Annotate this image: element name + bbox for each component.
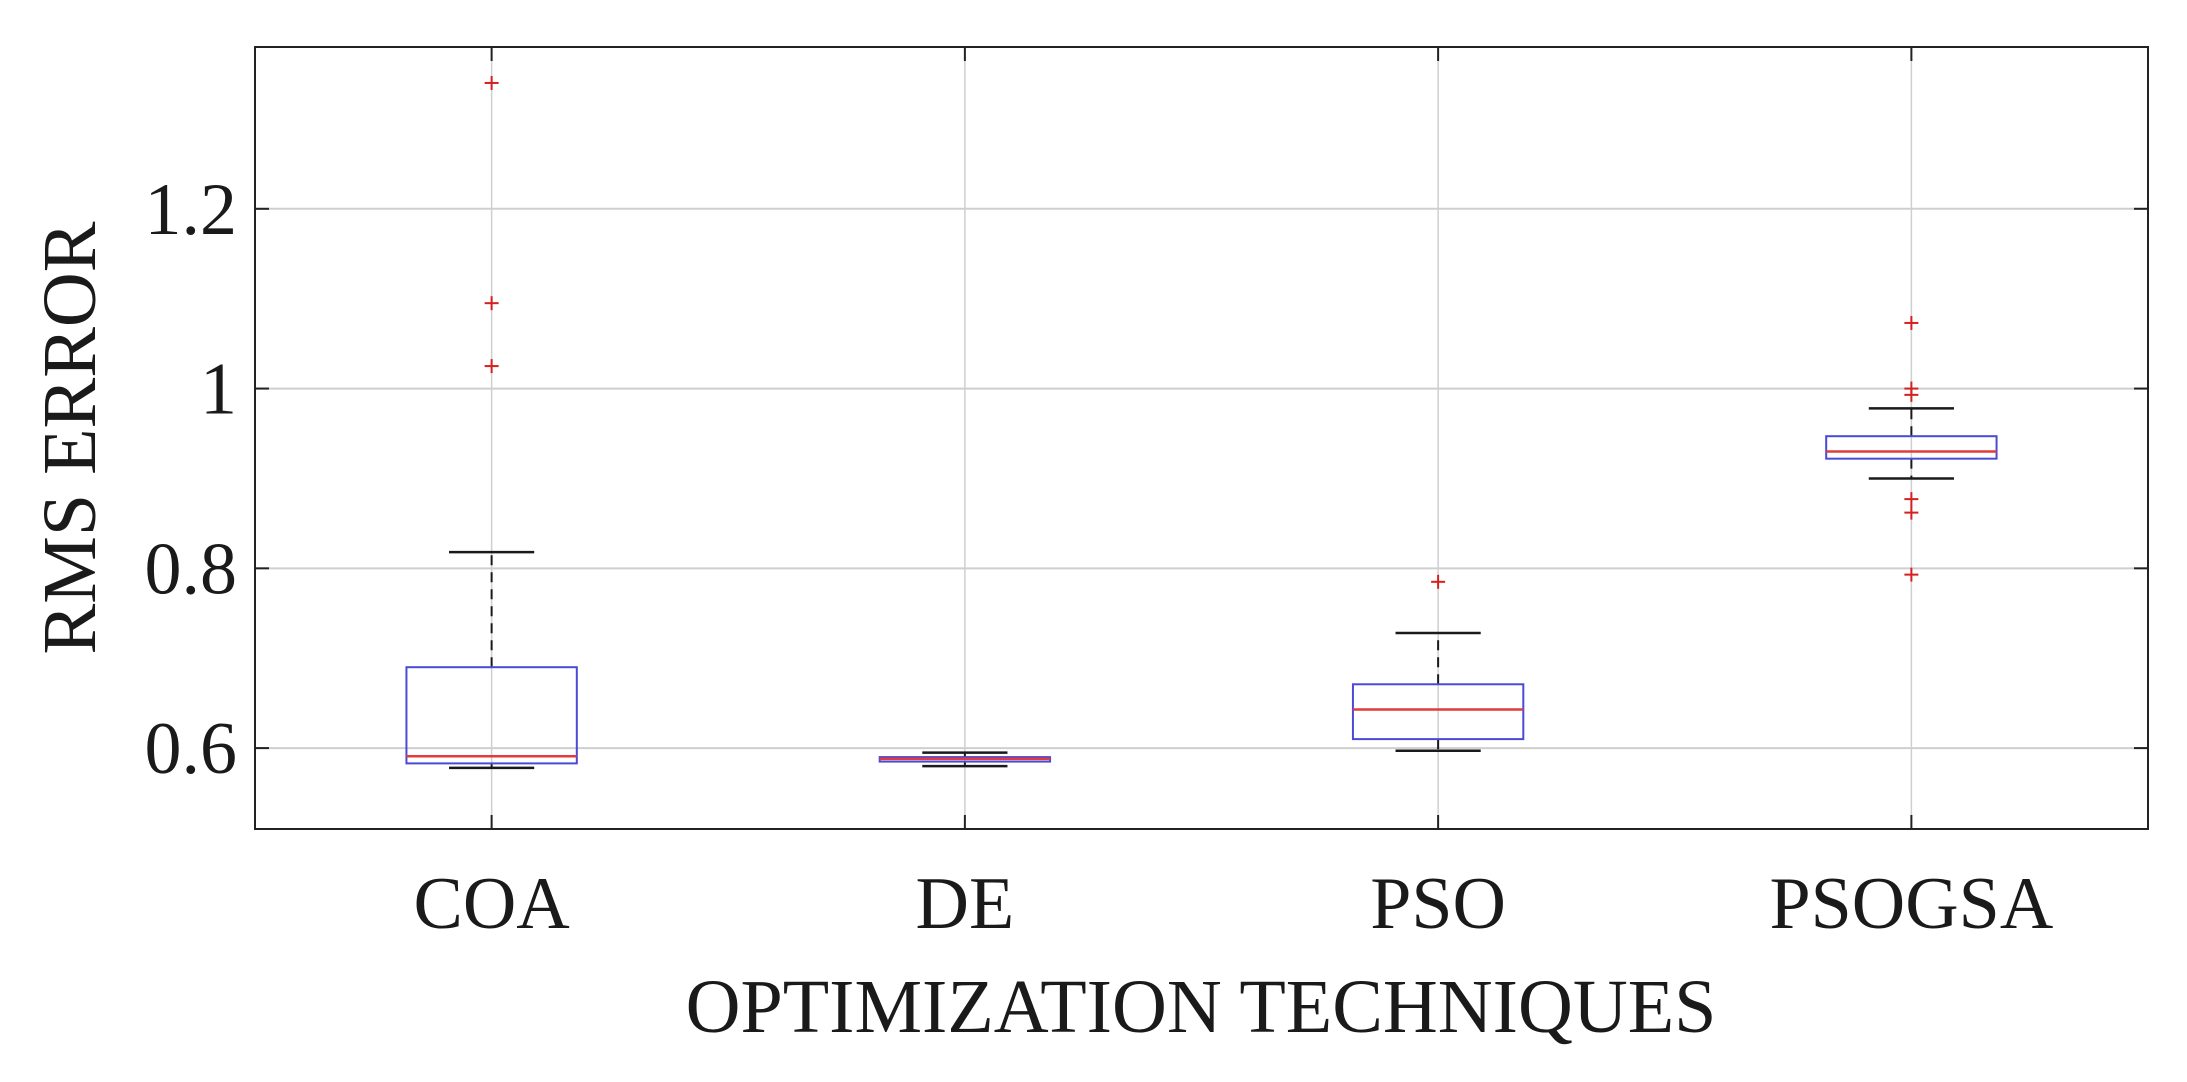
grid-lines: [255, 47, 2148, 829]
outlier-marker: [1904, 315, 1919, 330]
outlier-marker: [1904, 567, 1919, 582]
x-tick-label: DE: [916, 863, 1015, 945]
outlier-marker: [484, 359, 499, 374]
x-tick-label: PSOGSA: [1769, 863, 2053, 945]
y-tick-label: 1: [200, 349, 237, 431]
y-tick-label: 0.6: [145, 708, 238, 790]
outlier-marker: [1904, 492, 1919, 507]
outlier-marker: [484, 296, 499, 311]
tick-labels: 0.6 0.8 1 1.2 COA DE PSO PSOGSA: [145, 169, 2054, 945]
box-series: [405, 75, 1998, 770]
y-tick-label: 0.8: [145, 528, 238, 610]
x-tick-label: COA: [414, 863, 570, 945]
x-tick-label: PSO: [1370, 863, 1506, 945]
outlier-marker: [1904, 381, 1919, 396]
outlier-marker: [484, 75, 499, 90]
y-axis-title: RMS ERROR: [28, 221, 112, 654]
box-coa: [405, 75, 578, 770]
x-axis-title: OPTIMIZATION TECHNIQUES: [686, 965, 1717, 1049]
tick-marks: [255, 47, 2148, 829]
iqr-box: [405, 666, 578, 765]
box-pso: [1351, 574, 1525, 753]
outlier-marker: [1431, 574, 1446, 589]
iqr-box: [1825, 435, 1998, 460]
outlier-marker: [1904, 505, 1919, 520]
y-tick-label: 1.2: [145, 169, 238, 251]
box-de: [878, 751, 1052, 768]
box-psogsa: [1825, 315, 1998, 582]
iqr-box: [1351, 683, 1525, 741]
plot-frame: [254, 46, 2149, 830]
